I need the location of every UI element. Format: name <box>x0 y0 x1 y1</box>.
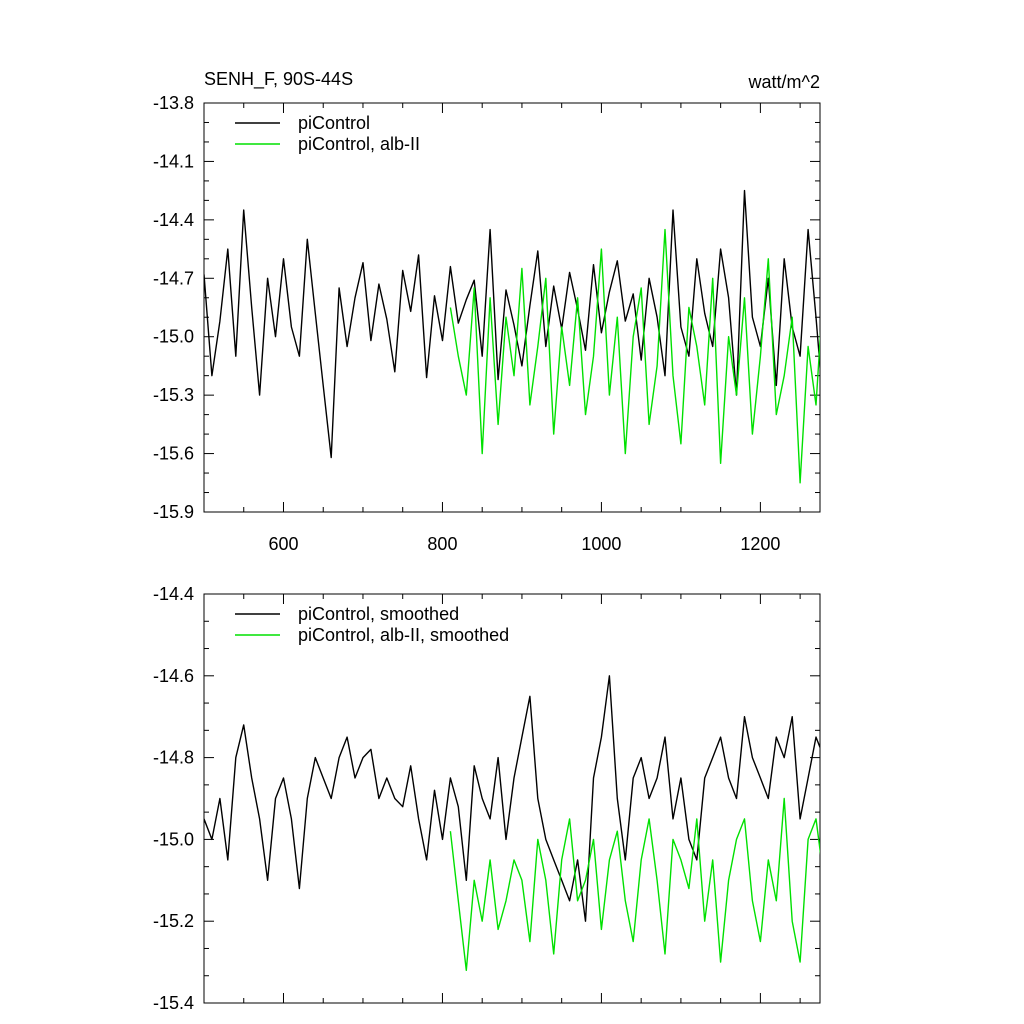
series-line-1 <box>449 228 820 484</box>
y-tick-label: -14.4 <box>153 584 194 604</box>
plot-frame <box>203 102 821 513</box>
x-tick-label: 600 <box>268 534 298 554</box>
legend-label-1: piControl, alb-II <box>298 134 420 154</box>
y-tick-label: -14.6 <box>153 666 194 686</box>
y-tick-label: -14.4 <box>153 210 194 230</box>
legend-label-0: piControl <box>298 113 370 133</box>
series-line-0 <box>204 189 820 459</box>
legend-label-1: piControl, alb-II, smoothed <box>298 625 509 645</box>
x-tick-label: 1000 <box>581 534 621 554</box>
plot-frame <box>203 593 821 1004</box>
legend-label-0: piControl, smoothed <box>298 604 459 624</box>
y-tick-label: -15.4 <box>153 993 194 1013</box>
y-tick-label: -15.9 <box>153 502 194 522</box>
bottom-panel: -14.4 -14.6 -14.8 -15.0 -15.2 -15.4 piControl,… <box>153 584 821 1013</box>
series-line-1 <box>449 797 820 971</box>
top-panel: -13.8 -14.1 -14.4 -14.7 -15.0 -15.3 -15.6 -15.9… <box>153 69 821 554</box>
units-label: watt/m^2 <box>748 72 820 92</box>
y-tick-label: -15.3 <box>153 385 194 405</box>
chart-title: SENH_F, 90S-44S <box>204 69 353 90</box>
y-tick-label: -14.8 <box>153 748 194 768</box>
y-tick-label: -14.1 <box>153 151 194 171</box>
y-tick-label: -15.0 <box>153 829 194 849</box>
y-tick-label: -14.7 <box>153 268 194 288</box>
y-tick-label: -13.8 <box>153 93 194 113</box>
y-tick-label: -15.0 <box>153 327 194 347</box>
y-tick-label: -15.2 <box>153 911 194 931</box>
series-line-0 <box>204 675 820 922</box>
x-tick-label: 800 <box>427 534 457 554</box>
x-tick-label: 1200 <box>740 534 780 554</box>
y-tick-label: -15.6 <box>153 444 194 464</box>
